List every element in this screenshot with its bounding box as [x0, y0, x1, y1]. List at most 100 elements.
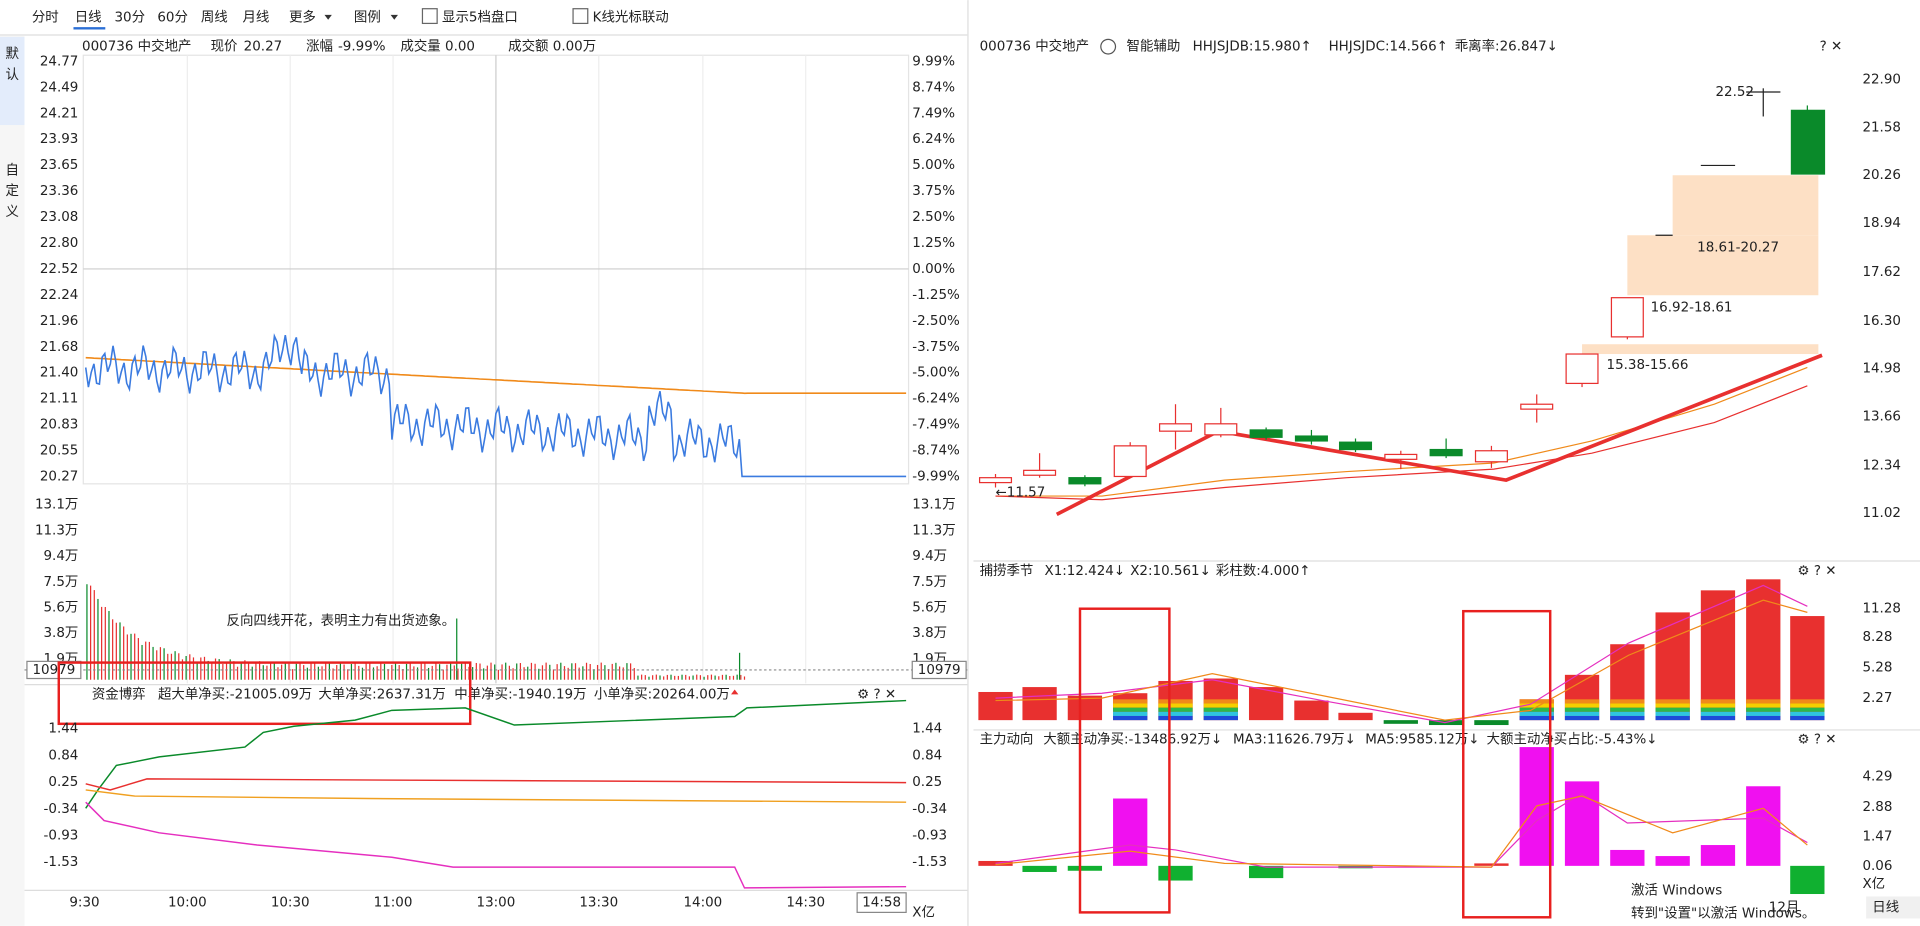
time-tick: 14:00 [683, 896, 722, 911]
season-stripe [1113, 707, 1148, 712]
flow-tick: 0.84 [912, 748, 942, 763]
legend-item: 大单净买:2637.31万 [318, 686, 445, 702]
season-stripe [1113, 715, 1148, 721]
price-tick: 20.26 [1862, 168, 1901, 183]
price-tick: 21.96 [40, 314, 79, 329]
flow-tick: 4.29 [1862, 769, 1892, 784]
menu[interactable]: 更多 [289, 8, 316, 25]
price-tick: 22.90 [1862, 73, 1901, 88]
checkbox-label[interactable]: K线光标联动 [593, 9, 669, 25]
time-tick: 13:30 [579, 896, 618, 911]
season-bar [978, 691, 1013, 721]
time-tick: 13:00 [477, 896, 516, 911]
volume-tick: 13.1万 [35, 498, 78, 513]
pct-tick: 6.24% [912, 132, 955, 147]
price-line [84, 333, 907, 478]
pct-tick: 7.49% [912, 106, 955, 121]
ma-line [995, 385, 1808, 501]
flow-line [85, 789, 907, 803]
season-stripe [1746, 699, 1781, 704]
time-tick: 14:30 [786, 896, 825, 911]
time-tick: 10:30 [271, 896, 310, 911]
label: 现价 [211, 40, 238, 55]
cursor-value: 10979 [918, 663, 961, 678]
checkbox-label[interactable]: 显示5档盘口 [442, 8, 518, 25]
season-stripe [1790, 703, 1825, 708]
tab[interactable]: 月线 [242, 9, 269, 25]
tab[interactable]: 30分 [115, 9, 146, 25]
sidebar-item[interactable]: 自定义 [6, 162, 19, 220]
season-stripe [1790, 707, 1825, 712]
flow-tick: 1.44 [48, 722, 78, 737]
indicator-value: X1:12.424↓ [1044, 564, 1125, 579]
season-stripe [1610, 699, 1645, 704]
season-stripe [1700, 715, 1736, 721]
menu[interactable]: 图例 [354, 9, 381, 25]
tab[interactable]: 60分 [157, 9, 188, 25]
force-bar [1655, 856, 1690, 866]
cursor-value: 10979 [32, 663, 75, 678]
checkbox[interactable] [572, 8, 589, 25]
tab[interactable]: 分时 [32, 9, 59, 25]
price-tick: 23.65 [40, 158, 79, 173]
season-bar [1022, 687, 1057, 721]
zone-label: 16.92-18.61 [1651, 300, 1733, 315]
season-stripe [1519, 703, 1554, 708]
up-arrow [731, 689, 739, 695]
time-tick: 11:00 [374, 896, 413, 911]
cursor-box [856, 892, 907, 913]
season-stripe [1564, 715, 1600, 721]
label: 成交量 0.00 [400, 38, 475, 55]
price-tick: 24.49 [40, 80, 79, 95]
icon[interactable]: ? ✕ [1820, 40, 1843, 55]
period-tab[interactable]: 日线 [1872, 899, 1899, 915]
season-tick: 11.28 [1862, 602, 1901, 617]
flow-tick: 1.44 [912, 722, 942, 737]
tab[interactable]: 日线 [75, 9, 102, 25]
force-line [995, 792, 1808, 868]
tab[interactable]: 周线 [201, 9, 228, 25]
season-stripe [1746, 703, 1781, 708]
zone-label: 18.61-20.27 [1697, 240, 1779, 255]
season-stripe [1700, 703, 1736, 708]
price-tick: 18.94 [1862, 216, 1901, 231]
candle-body [1610, 297, 1644, 338]
pct-tick: 8.74% [912, 80, 955, 95]
pct-tick: 1.25% [912, 236, 955, 251]
indicator-value: 大额主动净买占比:-5.43%↓ [1487, 732, 1658, 748]
volume-tick: 5.6万 [44, 600, 79, 615]
sidebar-item[interactable]: 默认 [6, 46, 20, 83]
pct-tick: -2.50% [912, 314, 960, 329]
season-bar [1700, 590, 1736, 721]
label: 主力动向 [980, 732, 1034, 748]
candle-body [1338, 441, 1373, 451]
time-tick: 10:00 [168, 896, 207, 911]
season-stripe [1610, 707, 1645, 712]
volume-tick: 9.4万 [44, 549, 79, 564]
dropdown[interactable] [1100, 38, 1117, 55]
season-stripe [1113, 703, 1148, 708]
legend-item: 超大单净买:-21005.09万 [158, 686, 312, 702]
dropdown-arrow [324, 14, 332, 20]
season-stripe [1790, 711, 1825, 716]
zone-label: 15.38-15.66 [1607, 358, 1689, 373]
price-tick: 22.80 [40, 236, 79, 251]
icon[interactable]: ⚙ ? ✕ [857, 687, 896, 702]
volume-tick: 13.1万 [912, 498, 955, 513]
pct-tick: -6.24% [912, 392, 960, 407]
price-tick: 22.24 [40, 288, 79, 303]
candle-body [1249, 429, 1283, 438]
icon[interactable]: ⚙ ? ✕ [1798, 733, 1837, 748]
label: 资金博弈 [92, 685, 146, 702]
season-stripe [1746, 715, 1781, 721]
indicator-value: MA5:9585.12万↓ [1365, 733, 1479, 748]
volume-tick: 9.4万 [912, 549, 947, 564]
season-stripe [1655, 715, 1690, 721]
checkbox[interactable] [421, 8, 438, 25]
annotation: 反向四线开花，表明主力有出货迹象。 [227, 612, 456, 629]
icon[interactable]: ⚙ ? ✕ [1798, 564, 1837, 579]
force-bar [1610, 849, 1645, 866]
force-bar [1746, 786, 1781, 866]
flow-tick: -0.34 [912, 802, 947, 817]
flow-tick: -0.34 [44, 802, 79, 817]
